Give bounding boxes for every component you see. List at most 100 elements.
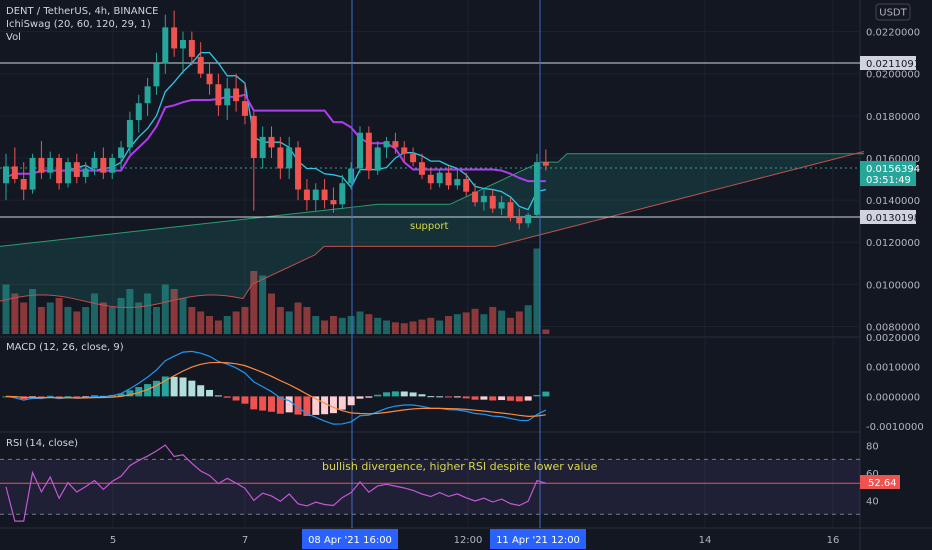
price-tick-label: 0.0220000 <box>866 28 920 39</box>
macd-histogram-bar <box>445 396 452 398</box>
macd-histogram-bar <box>418 394 426 397</box>
candle-body <box>365 132 372 171</box>
rsi-title[interactable]: RSI (14, close) <box>6 438 78 449</box>
price-tick-label: 0.0140000 <box>866 196 920 207</box>
price-axis[interactable]: 0.02200000.02000000.01800000.01600000.01… <box>866 28 920 344</box>
macd-title[interactable]: MACD (12, 26, close, 9) <box>6 342 124 353</box>
volume-bar <box>329 316 337 334</box>
candle-body <box>525 214 532 224</box>
volume-bar <box>515 311 523 334</box>
candle-body <box>162 27 169 64</box>
resistance-marker: 0.0211091 <box>866 59 920 70</box>
volume-bar <box>409 321 417 334</box>
currency-button[interactable] <box>875 3 911 21</box>
macd-histogram-bar <box>214 395 222 397</box>
candle-body <box>250 115 257 158</box>
volume-bar <box>524 305 532 334</box>
candle-body <box>472 191 479 203</box>
ichimoku-legend[interactable]: IchiSwag (20, 60, 120, 29, 1) <box>6 19 151 30</box>
volume-bar <box>276 307 284 334</box>
macd-line <box>5 350 547 425</box>
macd-histogram-bar <box>144 384 152 397</box>
candle-body <box>436 172 443 184</box>
candle-body <box>241 101 248 116</box>
candle-body <box>73 162 80 177</box>
macd-histogram-bar <box>409 392 417 397</box>
rsi-tick-label: 40 <box>866 497 879 508</box>
macd-tick-label: -0.0010000 <box>866 422 924 433</box>
rsi-value-marker: 52.64 <box>868 478 897 489</box>
macd-histogram-bar <box>524 396 532 401</box>
macd-histogram-bar <box>506 396 514 401</box>
volume-bar <box>489 307 497 334</box>
divergence-annotation[interactable]: bullish divergence, higher RSI despite l… <box>322 460 598 473</box>
candle-body <box>56 157 63 184</box>
candle-body <box>489 195 496 209</box>
candle-body <box>277 147 284 169</box>
macd-histogram-bar <box>64 396 72 398</box>
volume-bar <box>462 312 470 334</box>
candle-body <box>180 40 186 49</box>
cloud-fill <box>0 151 864 308</box>
macd-tick-label: 0.0010000 <box>866 363 920 374</box>
candle-body <box>82 168 89 177</box>
symbol-title[interactable]: DENT / TetherUS, 4h, BINANCE <box>6 6 158 17</box>
candle-body <box>268 136 275 148</box>
macd-histogram-bar <box>338 396 346 410</box>
countdown-marker: 03:51:49 <box>866 175 911 186</box>
candle-body <box>206 73 213 85</box>
macd-histogram-bar <box>400 391 408 397</box>
support-annotation[interactable]: support <box>410 221 448 232</box>
macd-histogram-bar <box>480 396 488 400</box>
volume-bar <box>418 319 426 334</box>
candle-body <box>410 153 417 163</box>
volume-bar <box>312 316 320 334</box>
volume-legend[interactable]: Vol <box>6 32 21 43</box>
candle-body <box>197 56 204 74</box>
macd-histogram-bar <box>436 396 444 398</box>
macd-histogram-bar <box>365 396 373 398</box>
volume-bar <box>197 311 205 334</box>
macd-histogram-bar <box>356 396 364 399</box>
volume-bar <box>108 307 116 334</box>
macd-histogram-bar <box>533 394 541 397</box>
candle-body <box>498 202 505 209</box>
rsi-value-marker-bg <box>860 475 900 489</box>
macd-histogram-bar <box>453 396 461 398</box>
rsi-tick-label: 80 <box>866 442 879 453</box>
volume-bars <box>2 248 550 334</box>
volume-bar <box>259 275 267 334</box>
time-tick-label: 5 <box>110 535 116 546</box>
time-tick-label: 14 <box>699 535 712 546</box>
candle-body <box>357 132 363 169</box>
rsi-axis[interactable]: 80 60 40 <box>866 442 879 508</box>
macd-histogram-bar <box>498 396 506 401</box>
candle-body <box>445 172 452 186</box>
candle-body <box>135 103 142 121</box>
time-axis[interactable]: 5 7 12:00 14 16 <box>110 535 840 546</box>
candle-body <box>516 216 523 224</box>
candle-body <box>383 141 390 148</box>
macd-axis[interactable]: 0.0010000 0.0000000 -0.0010000 <box>866 363 924 433</box>
volume-bar <box>506 317 514 334</box>
candle-body <box>463 179 470 192</box>
candle-body <box>454 179 461 186</box>
volume-bar <box>365 314 373 334</box>
volume-bar <box>46 302 54 334</box>
ichimoku-cloud <box>0 150 865 309</box>
volume-bar <box>232 311 240 334</box>
volume-bar <box>391 322 399 334</box>
volume-bar <box>11 293 19 334</box>
time-tick-label: 16 <box>827 535 840 546</box>
volume-bar <box>179 298 187 334</box>
macd-histogram-bar <box>135 387 143 397</box>
date-label-11apr: 11 Apr '21 12:00 <box>496 535 580 546</box>
macd-histogram-bar <box>152 380 160 397</box>
macd-histogram-bar <box>427 396 435 398</box>
volume-bar <box>37 307 45 334</box>
ichimoku-lines <box>5 52 547 211</box>
rsi-indicator <box>0 444 860 522</box>
volume-bar <box>64 307 72 334</box>
volume-bar <box>383 320 391 334</box>
